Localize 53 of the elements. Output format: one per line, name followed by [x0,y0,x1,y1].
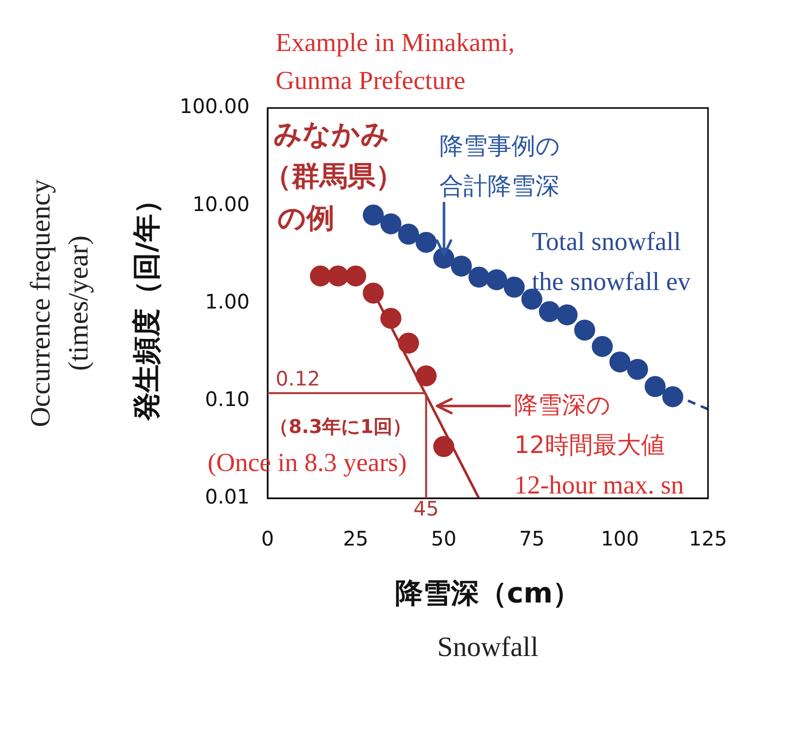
annotation: みなかみ [274,117,390,150]
point [468,266,490,288]
point [328,265,349,286]
x-tick-label: 75 [519,526,545,551]
ref-line-label: 0.12 [276,366,320,390]
ref-line-label: 45 [413,496,439,521]
annotation: （群馬県） [264,159,404,192]
annotation: の例 [278,201,335,234]
point [574,320,596,341]
point [609,351,630,372]
point [504,276,525,298]
annotation: 12時間最大値 [514,430,665,459]
point [398,332,420,354]
point [345,265,366,286]
y-tick-label: 10.00 [192,192,250,216]
x-tick-label: 0 [261,526,274,551]
annotation: 降雪事例の [439,132,560,160]
point [310,265,331,286]
annotation: 12-hour max. sn [514,470,684,500]
annotation: Total snowfall the snowfall ev [532,226,691,296]
point [556,304,578,326]
y-axis-title: 発生頻度（回/年） [130,186,164,422]
point [521,288,542,310]
x-tick-label: 125 [688,526,728,551]
x-tick-label: 100 [600,526,640,551]
point [416,365,437,386]
x-axis-title: 降雪深（cm） [394,576,581,610]
point [398,224,420,245]
y-tick-label: 0.01 [205,484,250,509]
text: Snowfall [437,632,539,663]
point [644,376,666,398]
point [662,386,684,408]
point [450,256,472,277]
point [380,213,402,234]
annotation: （8.3年に1回） [270,416,412,438]
point [486,269,508,290]
x-tick-label: 25 [342,526,368,551]
point [362,282,384,304]
point [592,336,613,358]
y-tick-label: 100.00 [180,94,250,118]
y-tick-label: 1.00 [205,289,250,314]
annotation: 合計降雪深 [439,172,560,200]
text: Occurrence frequency (times/year) [25,179,94,428]
point [538,301,560,322]
text: Example in Minakami, Gunma Prefecture [276,28,515,95]
point [362,204,384,226]
x-tick-label: 50 [431,526,456,551]
point [433,436,454,458]
y-tick-label: 0.10 [205,387,250,412]
annotation: 降雪深の [514,390,612,419]
point [416,232,437,253]
point [380,308,402,329]
point [627,358,648,380]
